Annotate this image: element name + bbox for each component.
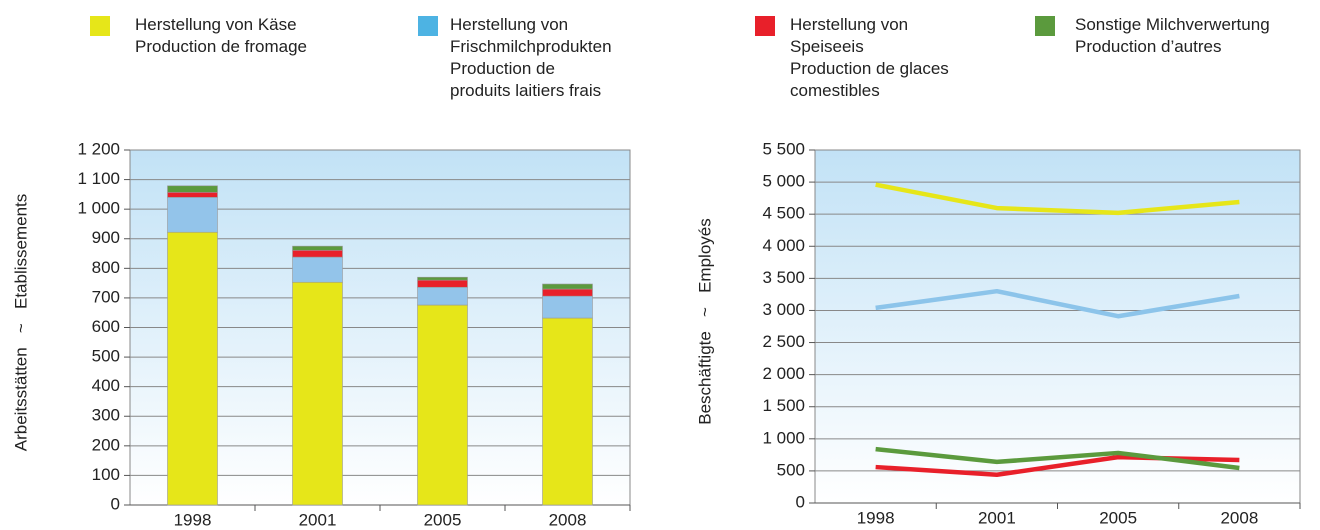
x-tick-label: 2008 bbox=[1220, 508, 1258, 527]
bar-segment bbox=[292, 281, 343, 506]
y-tick-label: 5 500 bbox=[762, 139, 805, 158]
y-tick-label: 1 500 bbox=[762, 396, 805, 415]
y-tick-label: 2 000 bbox=[762, 364, 805, 383]
y-tick-label: 900 bbox=[92, 228, 120, 247]
y-tick-label: 4 500 bbox=[762, 204, 805, 223]
x-tick-label: 1998 bbox=[174, 510, 212, 529]
x-tick-label: 2005 bbox=[424, 510, 462, 529]
line-series bbox=[875, 182, 1240, 216]
bar-segment bbox=[542, 295, 593, 319]
legend-label: Sonstige Milchverwertung Production d’au… bbox=[1075, 15, 1270, 56]
y-tick-label: 200 bbox=[92, 435, 120, 454]
bar-segment bbox=[167, 185, 218, 193]
y-tick-label: 100 bbox=[92, 465, 120, 484]
legend-label: Herstellung von Speiseeis Production de … bbox=[790, 15, 949, 100]
y-tick-label: 3 000 bbox=[762, 300, 805, 319]
y-tick-label: 4 000 bbox=[762, 236, 805, 255]
legend-label: Herstellung von Frischmilchprodukten Pro… bbox=[450, 15, 612, 100]
y-tick-label: 1 200 bbox=[77, 139, 120, 158]
legend-swatch bbox=[90, 16, 110, 36]
legend-swatch bbox=[418, 16, 438, 36]
y-tick-label: 0 bbox=[796, 492, 805, 511]
bar-segment bbox=[292, 249, 343, 258]
y-tick-label: 800 bbox=[92, 258, 120, 277]
bar-segment bbox=[542, 317, 593, 506]
x-tick-label: 2001 bbox=[299, 510, 337, 529]
y-tick-label: 1 100 bbox=[77, 169, 120, 188]
line-series bbox=[875, 288, 1240, 319]
y-tick-label: 600 bbox=[92, 317, 120, 336]
x-tick-label: 2001 bbox=[978, 508, 1016, 527]
bar-segment bbox=[542, 283, 593, 290]
x-tick-label: 2008 bbox=[549, 510, 587, 529]
y-tick-label: 3 500 bbox=[762, 268, 805, 287]
x-tick-label: 1998 bbox=[857, 508, 895, 527]
x-tick-label: 2005 bbox=[1099, 508, 1137, 527]
legend-label: Herstellung von Käse Production de froma… bbox=[135, 15, 307, 56]
y-axis-title: Beschäftigte ~ Employés bbox=[695, 218, 714, 424]
y-tick-label: 400 bbox=[92, 376, 120, 395]
y-tick-label: 5 000 bbox=[762, 172, 805, 191]
bar-segment bbox=[542, 288, 593, 297]
y-tick-label: 1 000 bbox=[762, 428, 805, 447]
bar-segment bbox=[417, 276, 468, 281]
bar-segment bbox=[292, 256, 343, 283]
y-tick-label: 500 bbox=[92, 347, 120, 366]
bar-segment bbox=[292, 245, 343, 251]
bar-segment bbox=[167, 231, 218, 506]
y-tick-label: 0 bbox=[111, 494, 120, 513]
line-series bbox=[875, 446, 1240, 471]
y-tick-label: 1 000 bbox=[77, 199, 120, 218]
y-tick-label: 500 bbox=[777, 460, 805, 479]
y-tick-label: 300 bbox=[92, 406, 120, 425]
legend-swatch bbox=[1035, 16, 1055, 36]
y-axis-title: Arbeitsstätten ~ Etablissements bbox=[11, 194, 30, 451]
y-tick-label: 700 bbox=[92, 287, 120, 306]
bar-segment bbox=[167, 197, 218, 233]
bar-segment bbox=[417, 304, 468, 506]
bar-segment bbox=[417, 279, 468, 288]
bar-segment bbox=[167, 192, 218, 198]
bar-segment bbox=[417, 286, 468, 306]
legend-swatch bbox=[755, 16, 775, 36]
y-tick-label: 2 500 bbox=[762, 332, 805, 351]
